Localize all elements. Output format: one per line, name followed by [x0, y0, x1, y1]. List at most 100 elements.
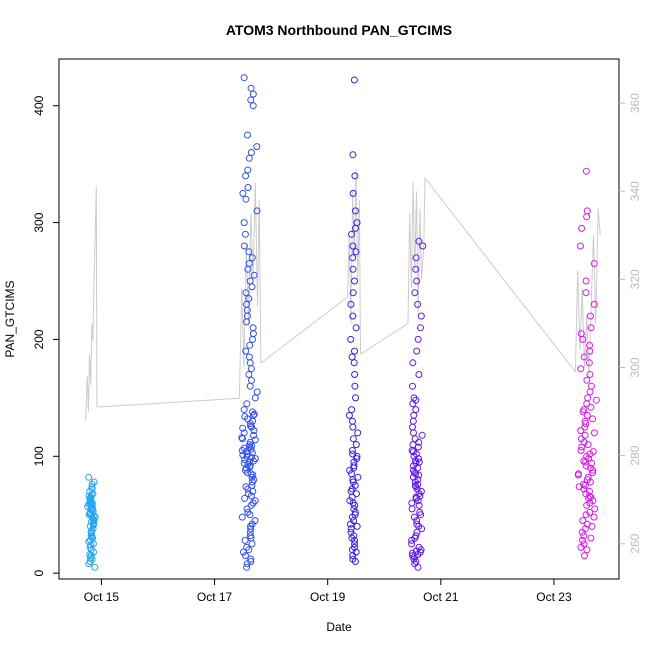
- scatter-point: [246, 277, 254, 285]
- scatter-point: [250, 410, 258, 418]
- scatter-point: [348, 470, 355, 478]
- scatter-point: [245, 248, 253, 256]
- scatter-point: [251, 517, 259, 525]
- scatter-point: [243, 543, 251, 551]
- scatter-point: [243, 560, 251, 568]
- scatter-point: [352, 248, 360, 256]
- scatter-point: [240, 242, 248, 250]
- scatter-point: [408, 540, 416, 548]
- y2-tick-label: 280: [628, 445, 642, 465]
- scatter-point: [87, 536, 94, 544]
- scatter-point: [91, 513, 99, 521]
- scatter-point: [354, 429, 362, 437]
- scatter-point: [589, 466, 597, 474]
- scatter-point: [583, 411, 591, 419]
- scatter-point: [251, 497, 259, 505]
- scatter-point: [350, 462, 358, 470]
- scatter-point: [413, 517, 421, 525]
- scatter-point: [347, 525, 355, 533]
- scatter-point: [410, 462, 417, 470]
- scatter-point: [412, 532, 420, 540]
- y-tick-label: 100: [32, 446, 46, 466]
- y-tick-label: 0: [32, 570, 46, 577]
- scatter-point: [243, 300, 250, 308]
- scatter-point: [587, 312, 594, 320]
- scatter-point: [250, 427, 258, 435]
- scatter-point: [580, 353, 588, 361]
- scatter-point: [249, 499, 257, 507]
- scatter-point: [352, 548, 360, 556]
- scatter-point: [249, 324, 257, 332]
- scatter-point: [240, 444, 248, 452]
- scatter-point: [245, 295, 253, 303]
- scatter-point: [587, 403, 595, 411]
- scatter-point: [584, 473, 592, 481]
- scatter-point: [412, 396, 420, 404]
- scatter-point: [351, 347, 358, 355]
- scatter-point: [248, 442, 256, 450]
- scatter-point: [242, 347, 250, 355]
- scatter-point: [346, 497, 354, 505]
- scatter-point: [586, 371, 594, 378]
- scatter-point: [244, 166, 252, 174]
- scatter-point: [242, 552, 249, 560]
- scatter-point: [577, 365, 585, 373]
- scatter-point: [88, 480, 96, 488]
- scatter-point: [346, 466, 354, 474]
- scatter-point: [412, 406, 420, 414]
- scatter-point: [247, 365, 255, 373]
- scatter-point: [411, 289, 419, 297]
- scatter-point: [248, 254, 256, 262]
- scatter-point: [242, 195, 250, 203]
- scatter-point: [586, 388, 594, 396]
- scatter-point: [415, 501, 423, 509]
- scatter-point: [240, 406, 248, 414]
- scatter-point: [586, 508, 594, 516]
- chart-title: ATOM3 Northbound PAN_GTCIMS: [226, 22, 452, 38]
- scatter-point: [583, 207, 591, 215]
- scatter-point: [351, 543, 358, 551]
- line-segment: [238, 182, 262, 399]
- scatter-point: [351, 482, 359, 489]
- scatter-point: [85, 538, 93, 546]
- scatter-point: [241, 413, 249, 421]
- scatter-point: [245, 260, 253, 267]
- scatter-point: [251, 436, 259, 444]
- scatter-point: [245, 353, 253, 361]
- point-layer: [84, 74, 600, 571]
- y2-tick-label: 300: [628, 357, 642, 377]
- scatter-point: [247, 96, 255, 104]
- scatter-point: [247, 525, 255, 533]
- scatter-point: [349, 254, 357, 262]
- axis-layer: Oct 15 Oct 17 Oct 19 Oct 21 Oct 23 0 100 200 300…: [32, 93, 642, 604]
- scatter-point: [583, 546, 591, 554]
- scatter-point: [585, 455, 593, 463]
- scatter-point: [574, 470, 582, 478]
- scatter-point: [415, 438, 423, 446]
- scatter-point: [349, 423, 357, 431]
- y2-tick-label: 260: [628, 533, 642, 553]
- scatter-point: [411, 435, 419, 443]
- scatter-point: [248, 283, 256, 291]
- scatter-point: [417, 324, 424, 332]
- scatter-point: [413, 277, 421, 285]
- scatter-point: [410, 394, 418, 402]
- scatter-point: [243, 452, 251, 460]
- scatter-point: [577, 435, 585, 443]
- scatter-point: [253, 388, 261, 396]
- y2-tick-label: 360: [628, 93, 642, 113]
- scatter-point: [415, 237, 423, 245]
- scatter-point: [414, 335, 422, 343]
- scatter-point: [586, 341, 594, 349]
- scatter-point: [238, 513, 246, 521]
- scatter-point: [581, 525, 589, 533]
- scatter-point: [409, 423, 416, 431]
- scatter-point: [244, 131, 251, 139]
- scatter-point: [88, 485, 96, 493]
- scatter-point: [580, 480, 587, 488]
- scatter-point: [409, 417, 417, 425]
- scatter-point: [240, 74, 248, 82]
- scatter-point: [350, 76, 358, 84]
- scatter-point: [408, 499, 416, 507]
- scatter-point: [239, 451, 247, 459]
